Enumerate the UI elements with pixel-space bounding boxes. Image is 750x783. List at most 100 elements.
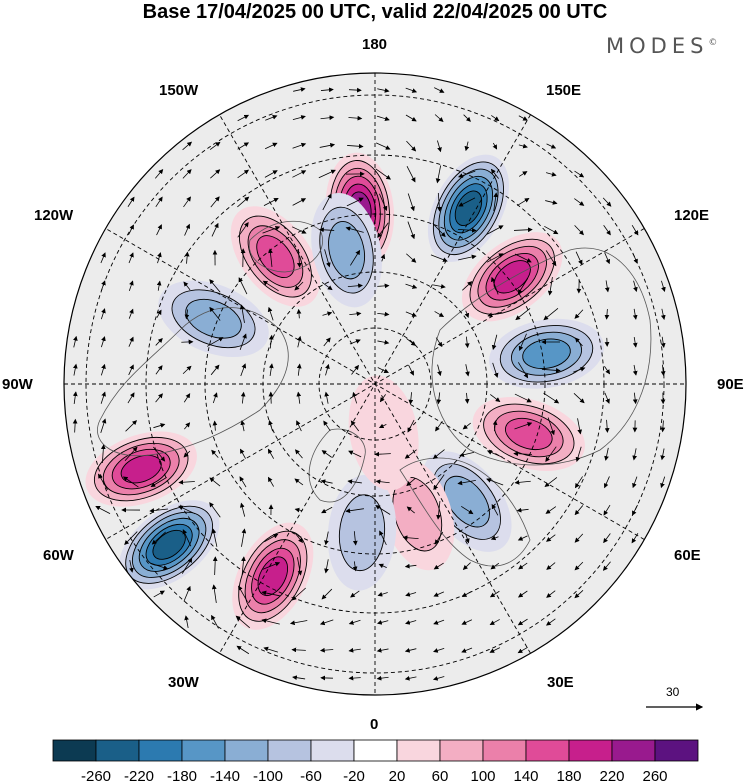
wind-arrow-170 (128, 364, 134, 376)
wind-arrow-17 (182, 141, 193, 151)
map-boundary (63, 72, 687, 696)
wind-arrow-297 (151, 531, 166, 545)
wind-arrow-66 (156, 224, 162, 236)
wind-arrow-30 (546, 143, 557, 149)
wind-arrow-217 (212, 420, 218, 431)
lon-label-150w: 150W (159, 82, 199, 99)
wind-arrow-260 (239, 476, 247, 488)
anomaly-contour-14-0 (348, 375, 419, 491)
wind-arrow-263 (320, 479, 333, 484)
wind-arrow-191 (100, 391, 106, 404)
wind-arrow-355 (348, 619, 361, 625)
wind-arrow-206 (514, 393, 532, 403)
wind-arrow-313 (603, 533, 611, 544)
wind-arrow-288 (436, 501, 441, 520)
wind-arrow-49 (183, 196, 191, 208)
wind-arrow-298 (182, 529, 192, 547)
wind-arrow-331 (574, 561, 584, 571)
wind-arrow-158 (406, 338, 416, 346)
wind-arrow-323 (352, 561, 358, 572)
wind-arrow-112 (321, 282, 333, 291)
wind-arrow-357 (405, 620, 417, 625)
wind-arrow-257 (150, 477, 167, 488)
wind-arrow-147 (101, 336, 106, 348)
wind-arrow-114 (377, 283, 390, 289)
wind-arrow-25 (406, 140, 417, 152)
wind-arrow-72 (319, 227, 335, 233)
wind-arrow-199 (324, 391, 330, 404)
wind-arrow-267 (433, 474, 445, 490)
wind-arrow-363 (236, 645, 250, 655)
wind-arrow-111 (294, 281, 304, 291)
wind-arrow-339 (321, 588, 333, 600)
wind-arrow-231 (604, 419, 610, 433)
wind-arrow-175 (268, 363, 274, 377)
wind-arrow-268 (457, 479, 476, 486)
wind-arrow-311 (546, 534, 556, 542)
wind-arrow-80 (544, 225, 559, 235)
anomaly-contour-13-2 (328, 220, 366, 280)
wind-arrow-262 (294, 478, 304, 486)
wind-arrow-275 (660, 476, 666, 489)
wind-arrow-373 (517, 646, 528, 654)
wind-arrow-264 (347, 479, 362, 484)
brand-name: MODES (606, 34, 709, 58)
wind-arrow-182 (465, 364, 470, 377)
wind-arrow-43 (490, 168, 499, 179)
wind-arrow-48 (155, 196, 163, 208)
wind-arrow-216 (184, 422, 191, 430)
wind-arrow-200 (352, 391, 358, 404)
wind-arrow-245 (404, 449, 417, 459)
wind-arrow-180 (408, 364, 414, 376)
wind-arrow-306 (402, 535, 419, 541)
wind-arrow-194 (183, 393, 191, 403)
wind-arrow-365 (291, 647, 306, 653)
wind-arrow-22 (319, 142, 336, 148)
wind-arrow-40 (406, 166, 416, 183)
wind-arrow-325 (404, 563, 417, 569)
wind-arrow-195 (212, 392, 218, 404)
wind-arrow-93 (350, 249, 361, 266)
wind-arrow-87 (184, 251, 190, 264)
wind-arrow-4 (405, 87, 418, 93)
wind-arrow-181 (437, 364, 442, 377)
wind-arrow-85 (128, 252, 134, 264)
coastline-europe (399, 457, 531, 567)
wind-arrow-6 (237, 114, 250, 122)
wind-arrow-41 (435, 165, 442, 184)
wind-arrow-160 (464, 336, 470, 349)
wind-arrow-19 (237, 142, 250, 150)
wind-arrow-74 (377, 222, 389, 238)
wind-arrow-100 (545, 250, 557, 267)
wind-arrow-164 (574, 337, 583, 347)
wind-arrow-137 (434, 311, 445, 317)
wind-arrow-196 (240, 391, 246, 404)
map-title: Base 17/04/2025 00 UTC, valid 22/04/2025… (142, 1, 608, 23)
wind-arrow-368 (376, 647, 389, 653)
wind-arrow-56 (379, 193, 388, 211)
wind-arrow-205 (490, 394, 501, 403)
wind-arrow-154 (296, 335, 302, 348)
wind-arrow-140 (515, 308, 531, 321)
wind-arrow-300 (241, 528, 247, 547)
wind-arrow-336 (238, 585, 248, 603)
wind-arrow-289 (461, 505, 474, 515)
wind-arrow-273 (603, 476, 610, 489)
wind-arrow-271 (544, 477, 558, 488)
wind-arrow-24 (375, 142, 391, 150)
wind-arrow-26 (437, 140, 442, 153)
wind-arrow-28 (492, 142, 498, 150)
wind-arrow-171 (155, 365, 163, 375)
wind-arrow-335 (211, 584, 217, 603)
anomaly-contour-2-4 (493, 260, 531, 294)
wind-arrow-84 (100, 252, 106, 264)
lon-label-60w: 60W (43, 547, 74, 564)
wind-arrow-135 (377, 311, 390, 317)
wind-arrow-356 (376, 620, 389, 625)
wind-arrow-55 (346, 197, 364, 207)
wind-arrow-241 (294, 449, 303, 459)
wind-arrow-248 (486, 450, 503, 458)
wind-arrow-272 (574, 476, 583, 489)
wind-arrow-155 (323, 337, 331, 347)
wind-arrow-129 (209, 306, 221, 321)
